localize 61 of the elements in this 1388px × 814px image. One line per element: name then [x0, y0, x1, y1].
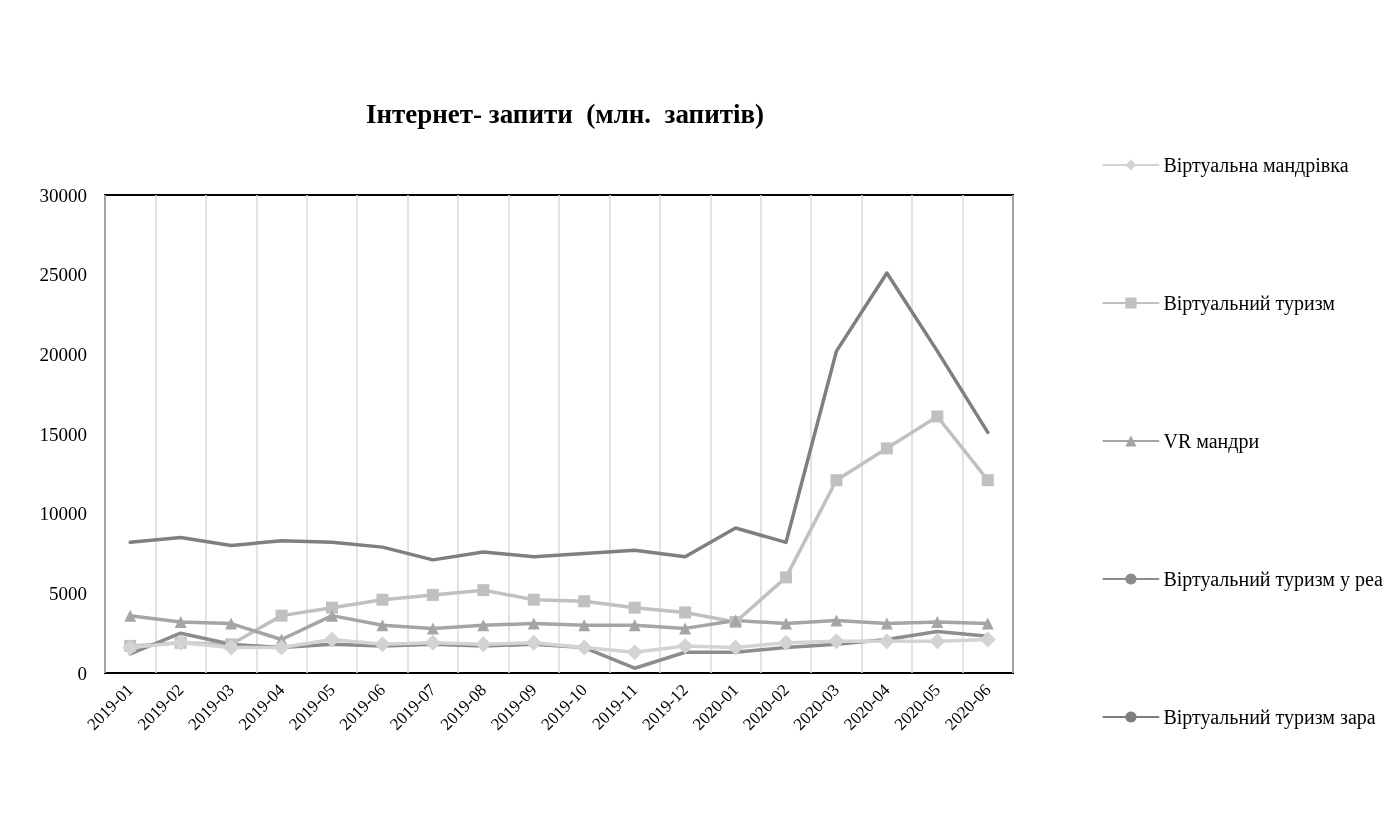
point [578, 595, 591, 608]
point [830, 474, 843, 487]
point [679, 606, 692, 619]
chart-title: Інтернет- запити (млн. запитів) [365, 98, 765, 129]
point [727, 639, 744, 656]
point [424, 634, 441, 651]
point [780, 617, 792, 630]
point [527, 593, 540, 606]
legend-label: Віртуальний туризм [1163, 292, 1336, 315]
y-tick-label: 15000 [39, 423, 87, 445]
point [931, 410, 944, 423]
point [426, 588, 439, 601]
point [376, 593, 389, 606]
point [275, 609, 288, 622]
point [979, 631, 996, 648]
point [477, 619, 490, 632]
legend-label: Віртуальний туризм зара [1163, 706, 1376, 729]
point [981, 617, 994, 630]
point [778, 634, 794, 651]
point [576, 639, 593, 656]
point [477, 584, 490, 597]
point [677, 637, 694, 654]
point [931, 616, 944, 629]
y-tick-label: 30000 [39, 184, 87, 206]
point [124, 609, 137, 622]
point [780, 571, 792, 584]
point [525, 634, 542, 651]
point [326, 601, 338, 614]
y-tick-label: 5000 [49, 582, 87, 604]
point [326, 609, 338, 622]
point [628, 601, 641, 614]
y-tick-label: 25000 [39, 264, 87, 286]
legend-label: Віртуальна мандрівка [1163, 154, 1349, 177]
line-series [128, 271, 990, 562]
point [174, 616, 187, 629]
point [878, 633, 895, 650]
point [828, 633, 845, 650]
point [374, 636, 391, 653]
legend-label: VR мандри [1163, 430, 1260, 453]
point [929, 633, 946, 650]
legend-label: Віртуальний туризм у реа [1163, 568, 1384, 591]
point [475, 636, 492, 653]
point [981, 474, 994, 487]
point [578, 619, 591, 632]
point [122, 639, 139, 656]
y-tick-label: 10000 [39, 503, 87, 525]
point [223, 639, 240, 656]
point [426, 622, 439, 635]
point [880, 442, 893, 455]
point [376, 619, 389, 632]
point [527, 617, 540, 630]
y-tick-label: 0 [77, 662, 87, 684]
point [273, 639, 290, 656]
point [225, 617, 238, 630]
point [626, 644, 643, 661]
point [679, 622, 692, 635]
y-tick-label: 20000 [39, 343, 87, 365]
point [324, 631, 340, 648]
point [830, 614, 843, 627]
point [628, 619, 641, 632]
point [880, 617, 893, 630]
